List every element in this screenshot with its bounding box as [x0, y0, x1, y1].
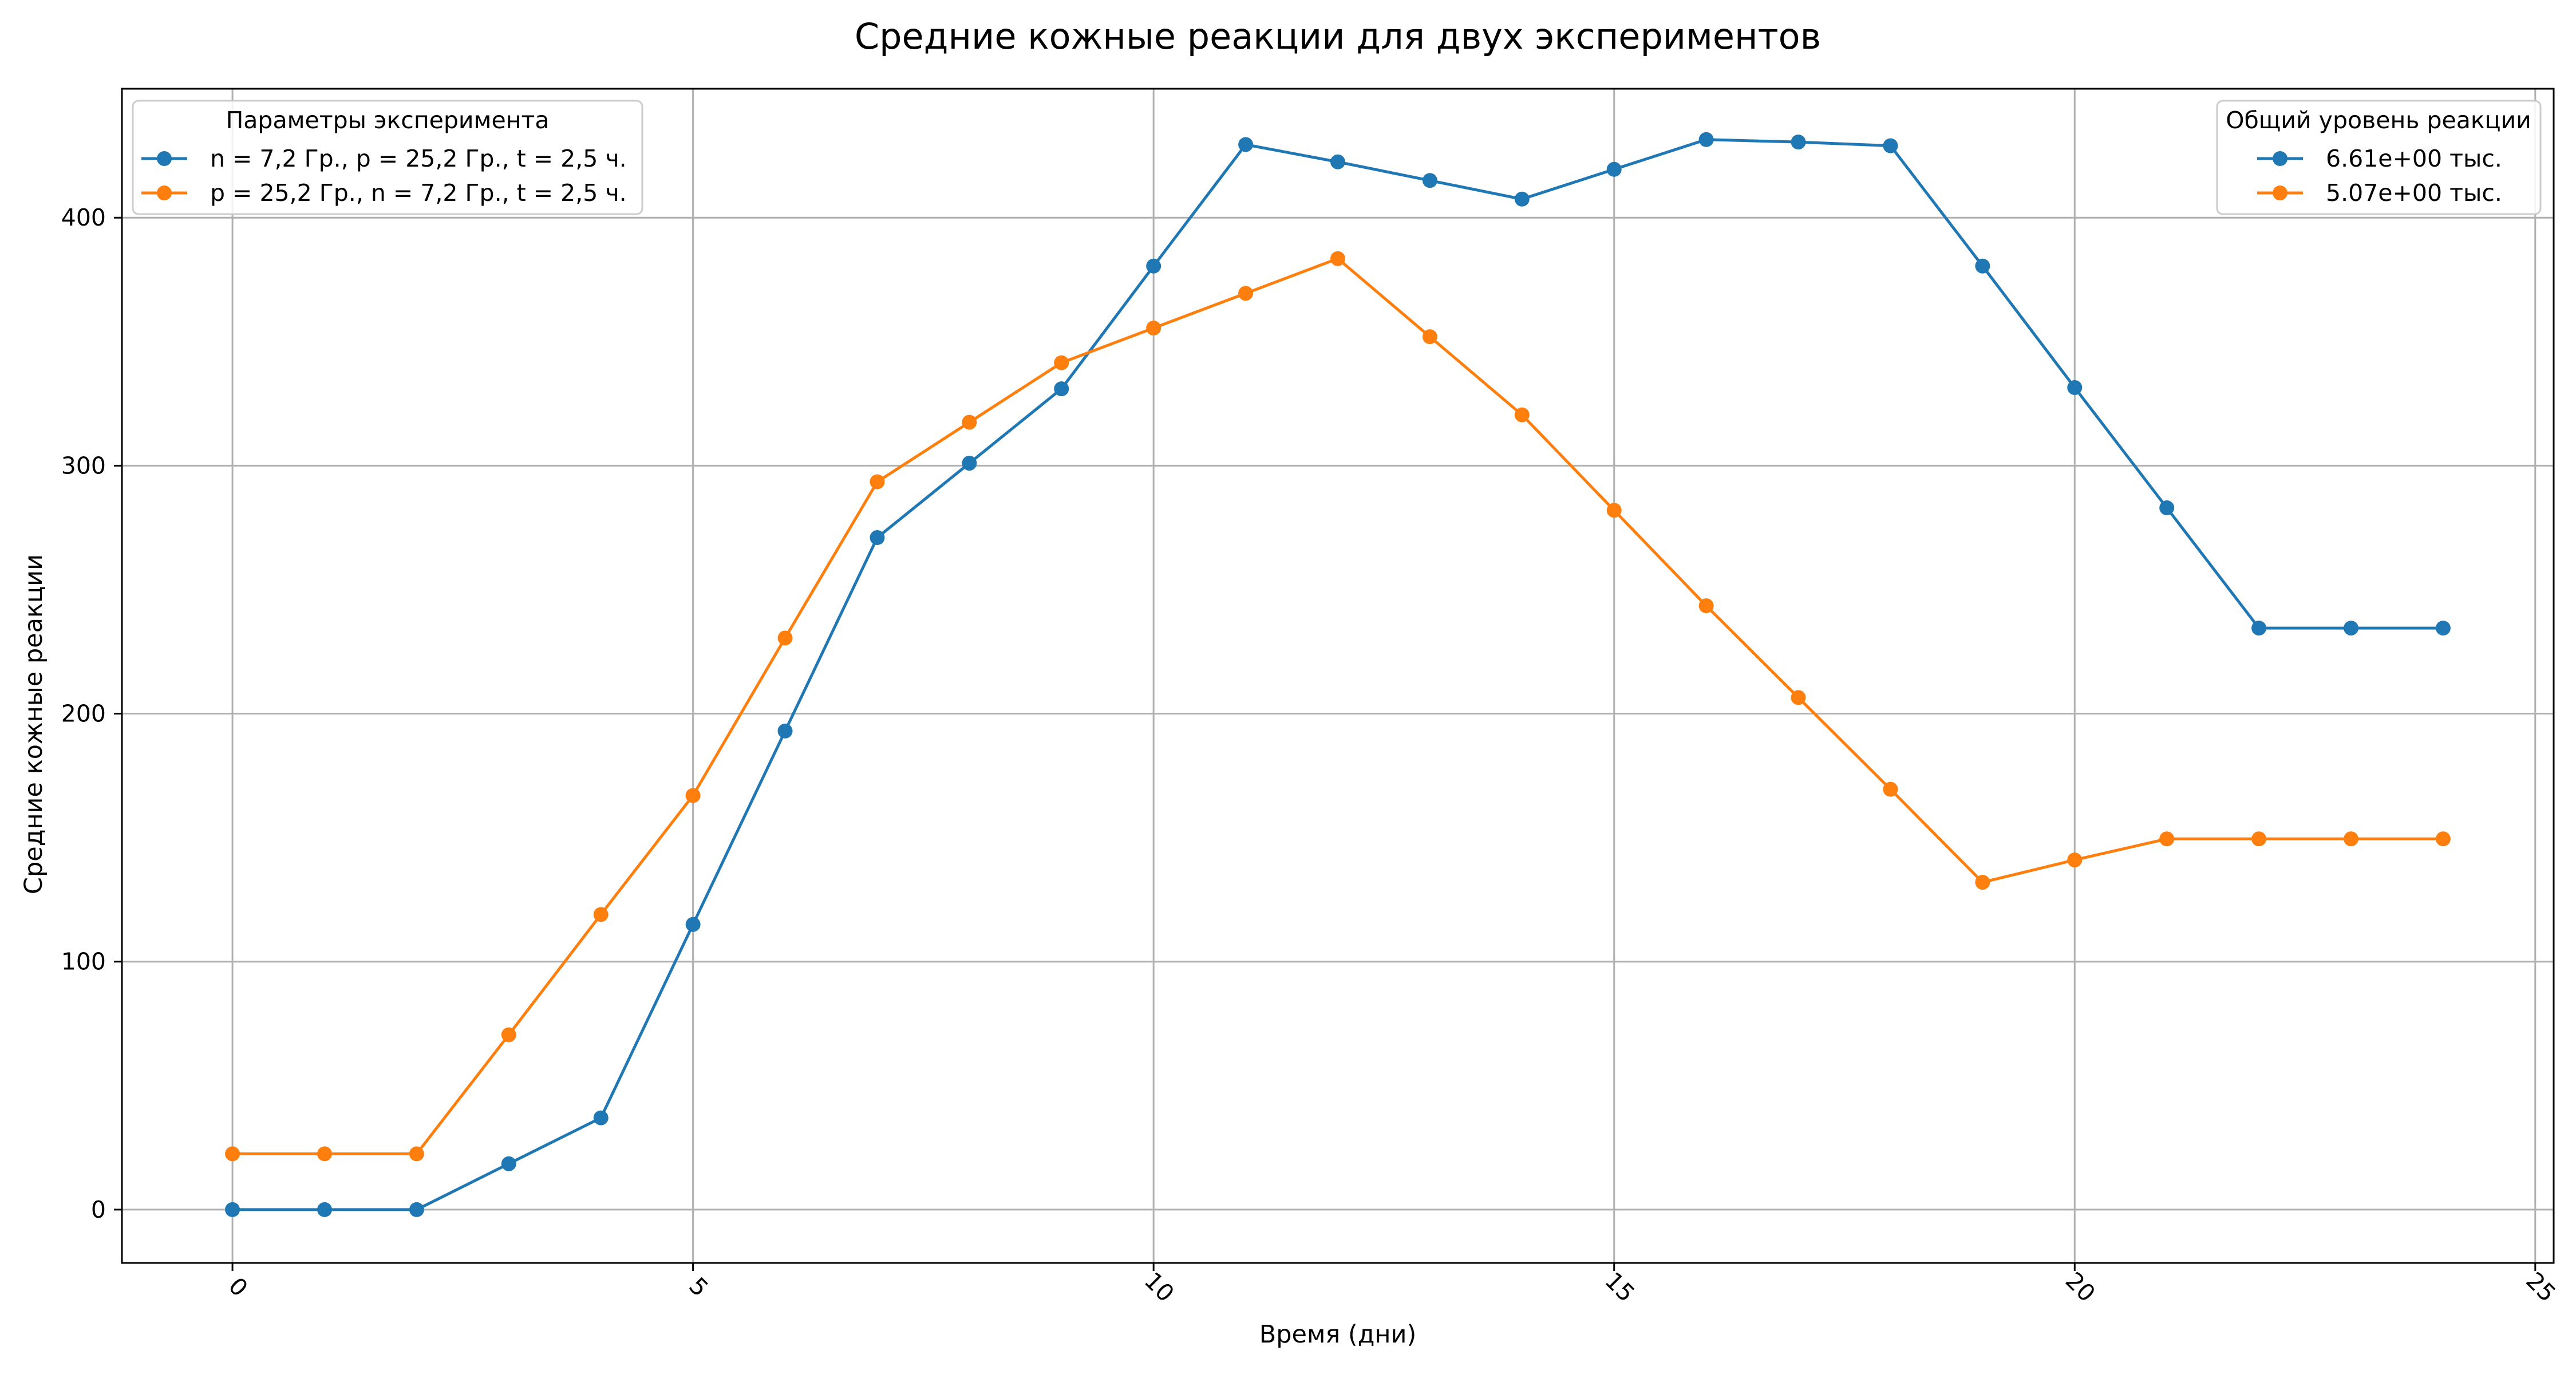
- legend-swatch-marker: [2273, 185, 2287, 200]
- data-point: [962, 414, 977, 430]
- series-markers: [225, 132, 2451, 1217]
- y-tick-label: 300: [61, 452, 106, 479]
- data-point: [593, 1110, 609, 1126]
- legend-title: Параметры эксперимента: [226, 106, 549, 134]
- legend-entry: p = 25,2 Гр., n = 7,2 Гр., t = 2,5 ч.: [210, 179, 627, 207]
- data-point: [1146, 258, 1161, 274]
- data-point: [1422, 173, 1437, 188]
- grid: [122, 89, 2554, 1263]
- data-point: [2435, 831, 2451, 847]
- data-point: [1146, 320, 1161, 335]
- data-point: [870, 474, 885, 489]
- legend-experiment-params: Параметры эксперимента n = 7,2 Гр., p = …: [132, 100, 643, 215]
- data-point: [2251, 621, 2267, 636]
- data-point: [1330, 154, 1345, 169]
- data-point: [777, 630, 793, 646]
- legend-box: [132, 100, 643, 215]
- chart-title: Средние кожные реакции для двух эксперим…: [855, 15, 1821, 57]
- data-point: [962, 456, 977, 471]
- plot-frame: [121, 88, 2555, 1264]
- data-point: [1791, 690, 1806, 705]
- data-point: [1514, 191, 1530, 207]
- y-tick-label: 0: [91, 1196, 106, 1223]
- data-point: [685, 917, 701, 932]
- data-point: [317, 1146, 332, 1162]
- data-point: [1698, 132, 1714, 147]
- data-point: [870, 530, 885, 546]
- data-point: [2159, 831, 2175, 847]
- y-tick-label: 400: [61, 204, 106, 231]
- legend-swatch-marker: [157, 185, 172, 200]
- y-axis-label: Средние кожные реакции: [19, 554, 48, 894]
- data-point: [2344, 831, 2358, 847]
- legend-entry: n = 7,2 Гр., p = 25,2 Гр., t = 2,5 ч.: [210, 145, 627, 172]
- data-point: [2435, 621, 2451, 636]
- data-point: [1054, 381, 1069, 397]
- legend-box: [2216, 100, 2542, 215]
- legend-reaction-level: Общий уровень реакции 6.61e+00 тыс. 5.07…: [2216, 100, 2542, 215]
- data-point: [317, 1202, 332, 1217]
- data-point: [1238, 137, 1254, 152]
- data-point: [409, 1146, 424, 1162]
- data-point: [501, 1027, 516, 1043]
- y-tick-label: 200: [61, 700, 106, 728]
- data-point: [2344, 621, 2358, 636]
- data-point: [501, 1156, 516, 1171]
- data-point: [1238, 286, 1254, 301]
- data-point: [225, 1146, 240, 1162]
- data-point: [1330, 251, 1345, 266]
- data-point: [1883, 138, 1898, 153]
- data-point: [225, 1202, 240, 1217]
- data-point: [1054, 355, 1069, 370]
- legend-title: Общий уровень реакции: [2226, 106, 2531, 134]
- data-point: [2067, 380, 2083, 395]
- legend-swatch-marker: [157, 151, 172, 166]
- data-point: [2251, 831, 2267, 847]
- data-point: [409, 1202, 424, 1217]
- data-point: [1698, 598, 1714, 614]
- data-point: [1606, 503, 1622, 518]
- x-axis-label: Время (дни): [1259, 1320, 1417, 1349]
- data-point: [1975, 875, 1990, 890]
- data-point: [1514, 407, 1530, 423]
- data-point: [1791, 135, 1806, 150]
- y-tick-label: 100: [61, 948, 106, 976]
- data-point: [1883, 781, 1898, 797]
- legend-entry: 5.07e+00 тыс.: [2326, 179, 2502, 207]
- data-point: [593, 907, 609, 922]
- data-point: [2159, 500, 2175, 516]
- data-point: [1606, 161, 1622, 177]
- legend-swatch-marker: [2273, 151, 2287, 166]
- legend-entry: 6.61e+00 тыс.: [2326, 145, 2502, 172]
- data-point: [2067, 852, 2083, 868]
- data-point: [685, 788, 701, 803]
- data-point: [1975, 258, 1990, 274]
- data-point: [1422, 329, 1437, 345]
- data-point: [777, 723, 793, 739]
